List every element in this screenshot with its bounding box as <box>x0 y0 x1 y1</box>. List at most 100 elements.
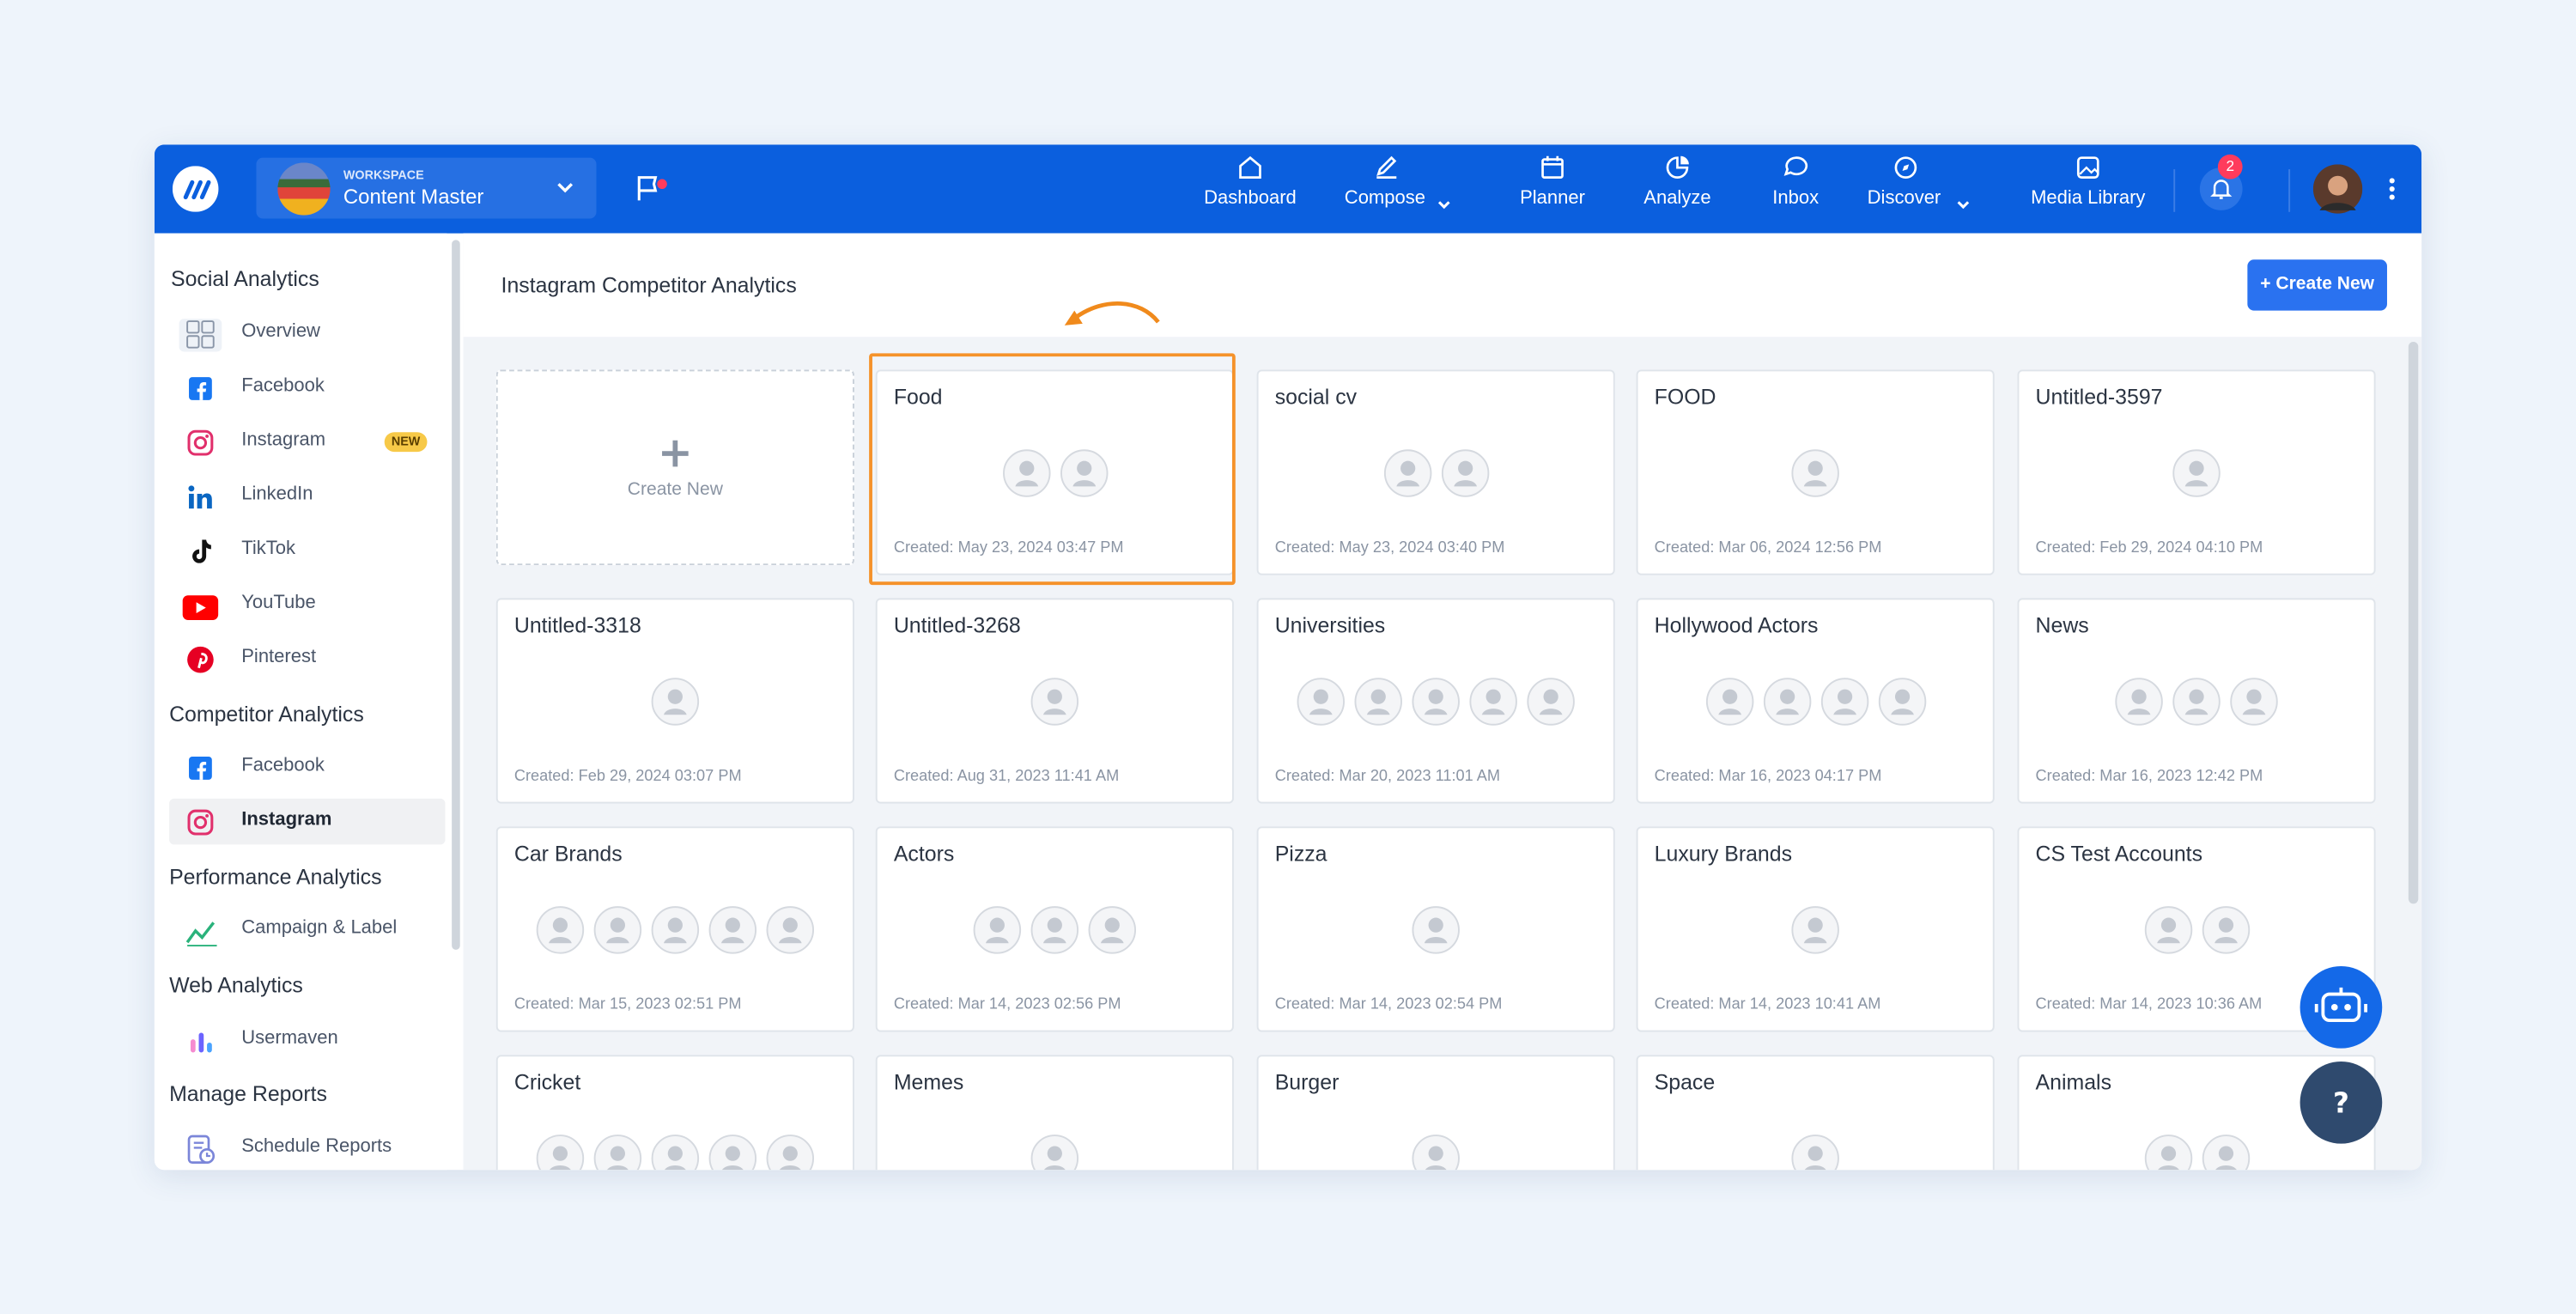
avatar <box>1030 905 1079 954</box>
sidebar-item[interactable]: Instagram <box>169 798 446 845</box>
competitor-card[interactable]: Universities Created: Mar 20, 2023 11:01 … <box>1256 598 1615 804</box>
competitor-card[interactable]: Hollywood Actors Created: Mar 16, 2023 04… <box>1636 598 1995 804</box>
avatar-group <box>2019 905 2373 954</box>
notification-badge: 2 <box>2217 154 2243 179</box>
nav-label: Planner <box>1520 189 1585 209</box>
avatar <box>651 677 700 726</box>
sidebar-label: Instagram <box>241 810 332 830</box>
competitor-card[interactable]: Untitled-3597 Created: Feb 29, 2024 04:10… <box>2017 369 2376 575</box>
user-avatar[interactable] <box>2312 164 2363 214</box>
avatar <box>1411 905 1460 954</box>
sidebar-label: Facebook <box>241 376 325 397</box>
nav-label: Compose <box>1344 189 1425 209</box>
sidebar: Social Analytics Overview Facebook Instagra… <box>154 233 460 1171</box>
bell-icon <box>2210 179 2233 199</box>
competitor-card[interactable]: Space <box>1636 1055 1995 1171</box>
avatar-group <box>2019 1134 2373 1171</box>
sidebar-item[interactable]: Usermaven <box>169 1017 445 1063</box>
card-grid: Create New Food Created: May 23, 2024 03:4… <box>464 234 2422 1171</box>
sidebar-item[interactable]: Facebook <box>169 745 445 791</box>
competitor-card[interactable]: Untitled-3318 Created: Feb 29, 2024 03:07… <box>495 598 854 804</box>
competitor-card[interactable]: Untitled-3268 Created: Aug 31, 2023 11:41… <box>875 598 1234 804</box>
sidebar-label: Overview <box>241 322 320 342</box>
competitor-card[interactable]: social cv Created: May 23, 2024 03:40 PM <box>1256 369 1615 575</box>
nav-icon <box>1783 155 1809 181</box>
avatar <box>1790 905 1839 954</box>
avatar <box>2201 1134 2250 1171</box>
competitor-card[interactable]: Burger <box>1256 1055 1615 1171</box>
sidebar-item[interactable]: YouTube <box>169 581 445 628</box>
card-created: Created: May 23, 2024 03:47 PM <box>893 538 1124 557</box>
logo[interactable] <box>172 166 219 212</box>
avatar <box>651 1134 700 1171</box>
avatar-group <box>1638 677 1993 726</box>
sidebar-icon <box>179 1025 222 1058</box>
workspace-switcher[interactable]: WORKSPACE Content Master <box>256 157 597 219</box>
card-title: Food <box>893 384 943 410</box>
nav-label: Media Library <box>2031 189 2146 209</box>
sidebar-item[interactable]: Facebook <box>169 365 445 411</box>
avatar <box>766 1134 815 1171</box>
sidebar-item[interactable]: Instagram NEW <box>169 419 445 465</box>
sidebar-label: Usermaven <box>241 1028 338 1049</box>
avatar <box>1526 677 1575 726</box>
competitor-card[interactable]: Cricket <box>495 1055 854 1171</box>
avatar <box>1790 1134 1839 1171</box>
avatar <box>593 905 642 954</box>
flag-icon[interactable] <box>635 174 674 204</box>
competitor-card[interactable]: Car Brands Created: Mar 15, 2023 02:51 PM <box>495 826 854 1032</box>
scrollbar <box>2408 341 2419 904</box>
chevron <box>1436 192 1452 210</box>
sidebar-label: LinkedIn <box>241 484 313 505</box>
arrow-annotation <box>1064 301 1160 325</box>
nav-icon <box>1664 155 1691 181</box>
competitor-card[interactable]: Food Created: May 23, 2024 03:47 PM <box>875 369 1234 575</box>
chatbot-button[interactable] <box>2299 964 2384 1049</box>
avatar-group <box>1638 1134 1993 1171</box>
more-menu[interactable] <box>2385 176 2398 203</box>
sidebar-item[interactable]: LinkedIn <box>169 473 445 520</box>
create-new-card[interactable]: Create New <box>495 369 854 566</box>
avatar-group <box>2019 448 2373 497</box>
sidebar-icon <box>179 373 222 405</box>
avatar-group <box>878 1134 1232 1171</box>
sidebar-item[interactable]: Pinterest <box>169 636 445 682</box>
card-title: Actors <box>893 841 955 867</box>
competitor-card[interactable]: Actors Created: Mar 14, 2023 02:56 PM <box>875 826 1234 1032</box>
avatar <box>1820 677 1868 726</box>
avatar-group <box>2019 677 2373 726</box>
card-created: Created: Mar 16, 2023 12:42 PM <box>2035 767 2263 786</box>
card-title: Memes <box>893 1069 964 1095</box>
create-new-button[interactable]: + Create New <box>2247 259 2387 311</box>
competitor-card[interactable]: News Created: Mar 16, 2023 12:42 PM <box>2017 598 2376 804</box>
avatar <box>536 1134 585 1171</box>
sidebar-item[interactable]: Campaign & Label <box>169 907 445 953</box>
sidebar-icon <box>179 806 222 839</box>
card-title: Pizza <box>1274 841 1327 867</box>
sidebar-item[interactable]: Overview <box>169 311 445 357</box>
help-button[interactable]: ? <box>2299 1060 2384 1145</box>
competitor-card[interactable]: Memes <box>875 1055 1234 1171</box>
nav-icon <box>1373 155 1400 181</box>
avatar <box>651 905 700 954</box>
section-heading: Competitor Analytics <box>169 701 364 727</box>
avatar <box>2201 905 2250 954</box>
notifications[interactable]: 2 <box>2199 154 2243 210</box>
card-title: Luxury Brands <box>1654 841 1793 867</box>
card-created: Created: Aug 31, 2023 11:41 AM <box>893 767 1120 786</box>
card-created: Created: Mar 06, 2024 12:56 PM <box>1654 538 1882 557</box>
sidebar-item[interactable]: Schedule Reports <box>169 1126 445 1171</box>
avatar <box>1059 448 1108 497</box>
card-created: Created: Mar 15, 2023 02:51 PM <box>513 995 742 1014</box>
competitor-card[interactable]: Pizza Created: Mar 14, 2023 02:54 PM <box>1256 826 1615 1032</box>
sidebar-item[interactable]: TikTok <box>169 527 445 574</box>
avatar <box>1030 1134 1079 1171</box>
avatar <box>1411 1134 1460 1171</box>
card-created: Created: Mar 16, 2023 04:17 PM <box>1654 767 1882 786</box>
competitor-card[interactable]: FOOD Created: Mar 06, 2024 12:56 PM <box>1636 369 1995 575</box>
workspace-avatar <box>277 162 331 216</box>
competitor-card[interactable]: Luxury Brands Created: Mar 14, 2023 10:41… <box>1636 826 1995 1032</box>
avatar <box>2143 905 2192 954</box>
scrollbar <box>452 240 460 950</box>
